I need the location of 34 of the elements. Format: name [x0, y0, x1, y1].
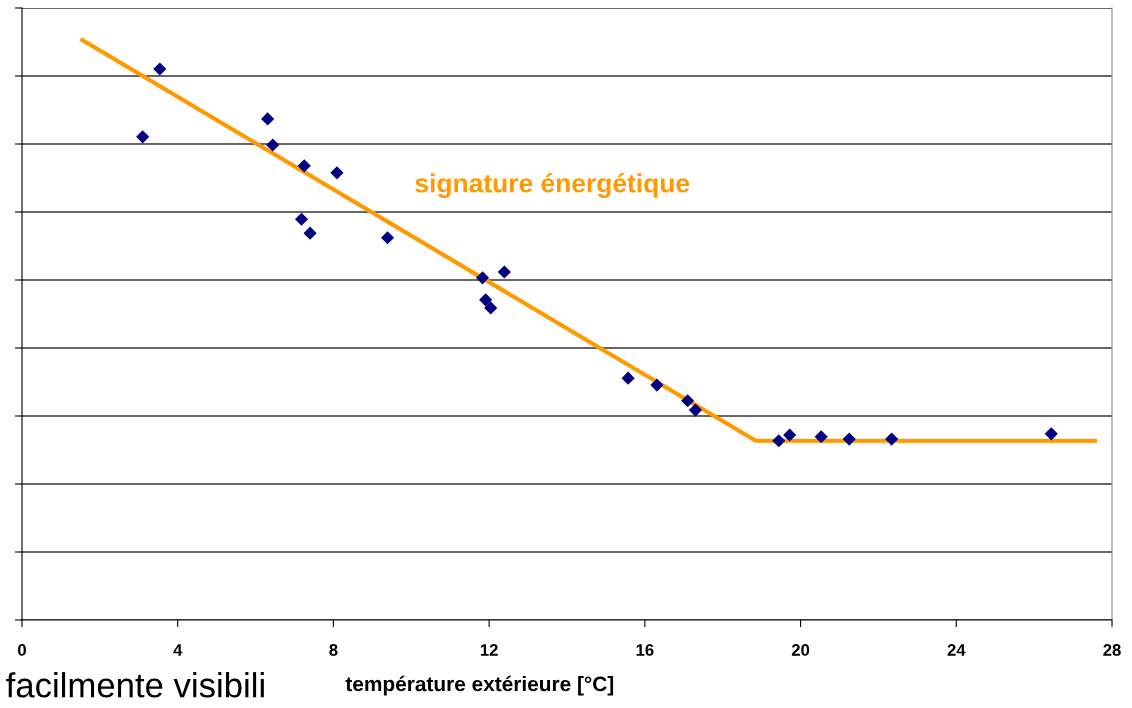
point — [266, 138, 280, 152]
x-tick-label: 24 — [947, 644, 966, 656]
x-tick-label: 20 — [791, 644, 810, 656]
point — [303, 226, 317, 240]
point — [1044, 427, 1058, 441]
point — [330, 166, 344, 180]
x-tick-label: 12 — [480, 644, 498, 656]
x-tick-label: 8 — [329, 644, 338, 656]
point — [484, 301, 498, 315]
point — [842, 432, 856, 446]
point — [772, 434, 786, 448]
x-tick-label: 4 — [173, 644, 183, 656]
x-tick-label: 16 — [636, 644, 654, 656]
point — [688, 403, 703, 417]
point — [479, 293, 493, 307]
point — [497, 265, 511, 279]
point — [475, 271, 490, 285]
point — [621, 371, 635, 385]
point — [153, 62, 167, 76]
point — [681, 394, 695, 408]
point — [783, 428, 797, 442]
text: facilmente visibili — [6, 672, 264, 698]
point — [294, 212, 309, 226]
series-label: signature énergétique — [415, 173, 690, 198]
point — [297, 159, 311, 173]
x-axis-title: température extérieure [°C] — [345, 675, 614, 696]
point — [261, 112, 275, 126]
point — [650, 378, 664, 392]
x-tick-label: 0 — [18, 644, 26, 656]
x-tick-label: 28 — [1103, 644, 1121, 656]
point — [814, 430, 828, 444]
point — [885, 432, 899, 446]
point — [380, 231, 395, 245]
point — [136, 130, 150, 144]
